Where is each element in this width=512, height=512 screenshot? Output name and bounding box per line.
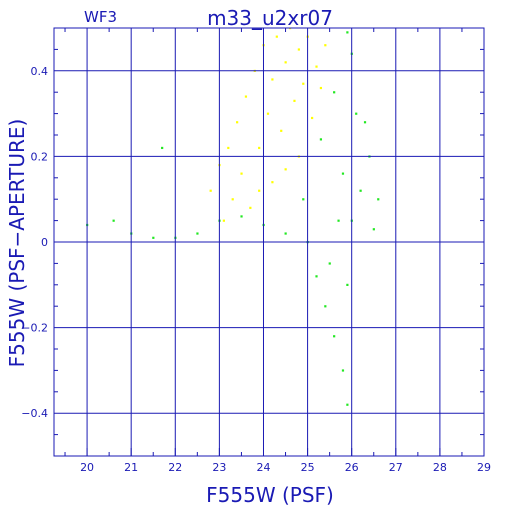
data-point <box>359 189 362 192</box>
data-point <box>275 35 278 38</box>
data-point <box>328 262 331 265</box>
x-tick-label: 25 <box>301 461 315 474</box>
data-point <box>324 305 327 308</box>
data-point <box>319 138 323 141</box>
y-tick-label: 0.4 <box>31 65 49 78</box>
data-point <box>333 335 336 338</box>
y-tick-label: 0 <box>41 236 48 249</box>
data-point <box>311 116 314 120</box>
data-point <box>236 121 239 124</box>
x-tick-label: 21 <box>124 461 138 474</box>
chart-title: m33_u2xr07 <box>207 6 333 30</box>
data-point <box>355 112 358 115</box>
x-tick-label: 26 <box>345 461 359 474</box>
data-point <box>302 82 305 85</box>
data-point <box>302 198 305 201</box>
data-point <box>112 219 115 222</box>
data-point <box>196 232 199 235</box>
data-point <box>341 369 345 372</box>
y-tick-label: −0.2 <box>21 322 48 335</box>
data-point <box>249 206 252 209</box>
y-tick-label: −0.4 <box>21 407 48 420</box>
x-ticks: 20 21 22 23 24 25 26 27 28 29 <box>64 28 491 474</box>
data-point <box>231 198 234 201</box>
data-point <box>337 219 340 222</box>
data-point <box>227 146 230 150</box>
x-tick-label: 29 <box>477 461 491 474</box>
data-point <box>297 48 300 51</box>
x-tick-label: 22 <box>168 461 182 474</box>
data-point <box>244 95 248 98</box>
data-point <box>240 172 243 175</box>
scatter-points <box>86 28 380 406</box>
data-point <box>315 275 318 278</box>
data-point <box>222 219 225 222</box>
plot-frame <box>53 27 485 457</box>
data-point <box>284 232 287 235</box>
x-tick-label: 24 <box>256 461 270 474</box>
data-point <box>319 86 323 90</box>
y-ticks: 0.4 0.2 0 −0.2 −0.4 <box>21 27 484 436</box>
x-tick-label: 28 <box>433 461 447 474</box>
data-point <box>363 121 367 124</box>
data-point <box>271 181 274 184</box>
x-tick-label: 23 <box>212 461 226 474</box>
data-point <box>266 112 270 115</box>
data-point <box>341 172 345 175</box>
data-point <box>315 65 318 68</box>
data-point <box>240 215 243 218</box>
data-point <box>293 99 296 102</box>
data-point <box>372 228 375 231</box>
data-point <box>333 91 336 94</box>
data-point <box>152 236 155 239</box>
x-tick-label: 27 <box>389 461 403 474</box>
x-tick-label: 20 <box>80 461 94 474</box>
data-point <box>284 168 287 171</box>
data-point <box>280 129 283 132</box>
corner-label: WF3 <box>84 8 117 26</box>
data-point <box>346 31 349 34</box>
data-point <box>377 198 380 201</box>
grid-lines <box>54 28 484 456</box>
data-point <box>346 403 349 406</box>
y-axis-label: F555W (PSF−APERTURE) <box>5 119 29 368</box>
data-point <box>346 283 349 286</box>
data-point <box>209 189 212 192</box>
x-axis-label: F555W (PSF) <box>206 483 334 507</box>
y-tick-label: 0.2 <box>31 150 49 163</box>
data-point <box>258 189 261 192</box>
data-point <box>271 78 274 81</box>
data-point <box>258 146 261 150</box>
data-point <box>161 146 164 150</box>
data-point <box>324 44 327 47</box>
data-point <box>288 28 292 30</box>
data-point <box>284 61 287 64</box>
